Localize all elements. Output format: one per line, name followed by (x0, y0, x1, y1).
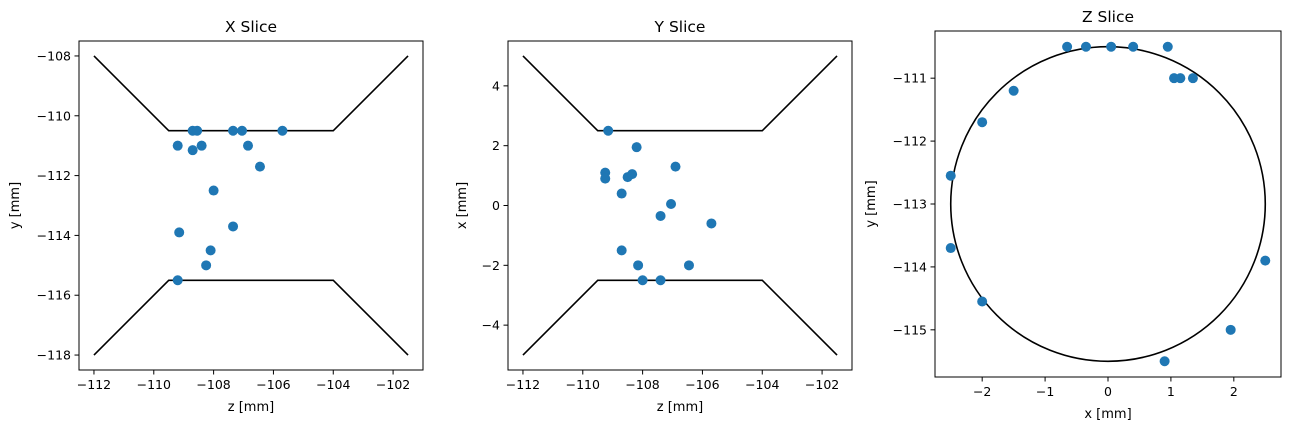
x-tick-label: 1 (1167, 384, 1175, 399)
y-tick-label: −112 (893, 134, 927, 149)
data-point-5 (192, 125, 203, 136)
data-point-8 (670, 161, 681, 172)
data-point-5 (1162, 41, 1173, 52)
x-tick-label: −112 (506, 377, 540, 392)
x-axis-label: x [mm] (1084, 407, 1131, 422)
data-point-7 (237, 125, 248, 136)
x-tick-label: −102 (376, 377, 410, 392)
data-point-12 (945, 243, 956, 254)
data-point-14 (683, 260, 694, 271)
x-tick-label: −102 (805, 377, 839, 392)
data-point-9 (666, 199, 677, 209)
y-tick-label: −2 (482, 258, 500, 273)
plot-frame (507, 40, 853, 371)
y-axis-label: x [mm] (455, 182, 470, 229)
boundary-line-2 (522, 279, 838, 356)
y-tick-label: −115 (893, 322, 927, 337)
data-point-14 (205, 245, 216, 256)
boundary-line-1 (93, 55, 409, 132)
chart-title: Z Slice (1082, 8, 1134, 26)
x-tick-label: −110 (137, 377, 171, 392)
data-point-16 (172, 275, 183, 286)
data-point-2 (1080, 41, 1091, 52)
x-tick-label: −110 (566, 377, 600, 392)
data-point-8 (1187, 73, 1198, 84)
data-point-10 (655, 210, 666, 221)
y-tick-label: −112 (37, 168, 71, 183)
data-point-4 (600, 173, 611, 184)
x-tick-label: −2 (973, 384, 991, 399)
data-point-8 (243, 140, 254, 151)
x-tick-label: −106 (685, 377, 719, 392)
data-point-12 (174, 227, 185, 238)
data-point-7 (616, 188, 627, 199)
data-point-15 (637, 275, 648, 286)
data-point-9 (254, 161, 265, 172)
x-tick-label: −108 (625, 377, 659, 392)
data-point-11 (706, 218, 717, 229)
data-point-15 (201, 260, 212, 271)
data-point-3 (1106, 41, 1117, 52)
y-tick-label: 2 (492, 138, 500, 153)
y-axis-label: y [mm] (8, 182, 23, 229)
y-tick-label: −111 (893, 71, 927, 86)
x-axis-label: z [mm] (228, 400, 274, 415)
data-point-11 (945, 170, 956, 181)
y-tick-label: 4 (492, 78, 500, 93)
data-point-2 (187, 145, 198, 156)
data-point-3 (196, 140, 207, 151)
y-tick-label: −108 (37, 48, 71, 63)
x-axis-label: z [mm] (657, 400, 703, 415)
data-point-1 (603, 125, 614, 136)
data-point-4 (1128, 41, 1139, 52)
x-tick-label: −104 (316, 377, 350, 392)
x-tick-label: 2 (1230, 384, 1238, 399)
x-tick-label: −106 (256, 377, 290, 392)
y-tick-label: −114 (37, 228, 71, 243)
subplot-1: −112 −110 −108 −106 −104 −102 −108 −110 −112 −114… (8, 18, 424, 415)
x-tick-label: 0 (1104, 384, 1112, 399)
data-point-12 (616, 245, 627, 256)
boundary-circle (949, 45, 1267, 363)
chart-title: Y Slice (654, 18, 706, 36)
data-point-16 (1159, 356, 1170, 367)
subplot-2: −112 −110 −108 −106 −104 −102 4 2 0 −2 −4 Y Slice z … (455, 18, 853, 415)
data-point-13 (1260, 255, 1271, 266)
y-tick-label: −113 (893, 197, 927, 212)
data-point-15 (1225, 324, 1236, 335)
data-point-1 (172, 140, 183, 151)
y-tick-label: −118 (37, 348, 71, 363)
boundary-line-1 (522, 55, 838, 132)
data-point-9 (1008, 85, 1019, 96)
x-tick-label: −112 (77, 377, 111, 392)
data-point-10 (977, 117, 988, 128)
data-point-1 (1062, 41, 1073, 52)
chart-title: X Slice (225, 18, 277, 36)
subplot-3: −2 −1 0 1 2 −111 −112 −113 −114 −115 Z Slice x [mm]… (864, 8, 1282, 422)
x-tick-label: −1 (1036, 384, 1054, 399)
x-tick-label: −104 (745, 377, 779, 392)
y-tick-label: 0 (492, 198, 500, 213)
x-tick-label: −108 (196, 377, 230, 392)
y-axis-label: y [mm] (864, 180, 879, 227)
plot-frame (78, 40, 424, 371)
data-point-13 (228, 221, 239, 232)
data-point-6 (228, 125, 239, 136)
data-point-11 (208, 185, 219, 196)
data-point-14 (977, 296, 988, 307)
data-point-6 (627, 169, 638, 180)
y-tick-label: −114 (893, 259, 927, 274)
y-tick-label: −110 (37, 108, 71, 123)
data-point-16 (655, 275, 666, 286)
data-point-13 (633, 260, 644, 271)
data-point-2 (631, 142, 642, 153)
data-point-10 (277, 125, 288, 136)
y-tick-label: −116 (37, 288, 71, 303)
data-point-7 (1175, 73, 1186, 84)
boundary-line-2 (93, 279, 409, 356)
y-tick-label: −4 (482, 318, 500, 333)
